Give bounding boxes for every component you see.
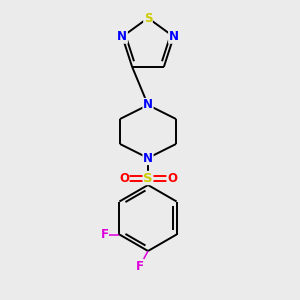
Text: F: F [100, 228, 108, 241]
Text: N: N [143, 98, 153, 112]
Text: S: S [143, 172, 153, 184]
Text: N: N [169, 30, 179, 43]
Text: N: N [117, 30, 127, 43]
Text: O: O [167, 172, 177, 184]
Text: F: F [136, 260, 144, 272]
Text: N: N [143, 152, 153, 164]
Text: S: S [144, 11, 152, 25]
Text: O: O [119, 172, 129, 184]
